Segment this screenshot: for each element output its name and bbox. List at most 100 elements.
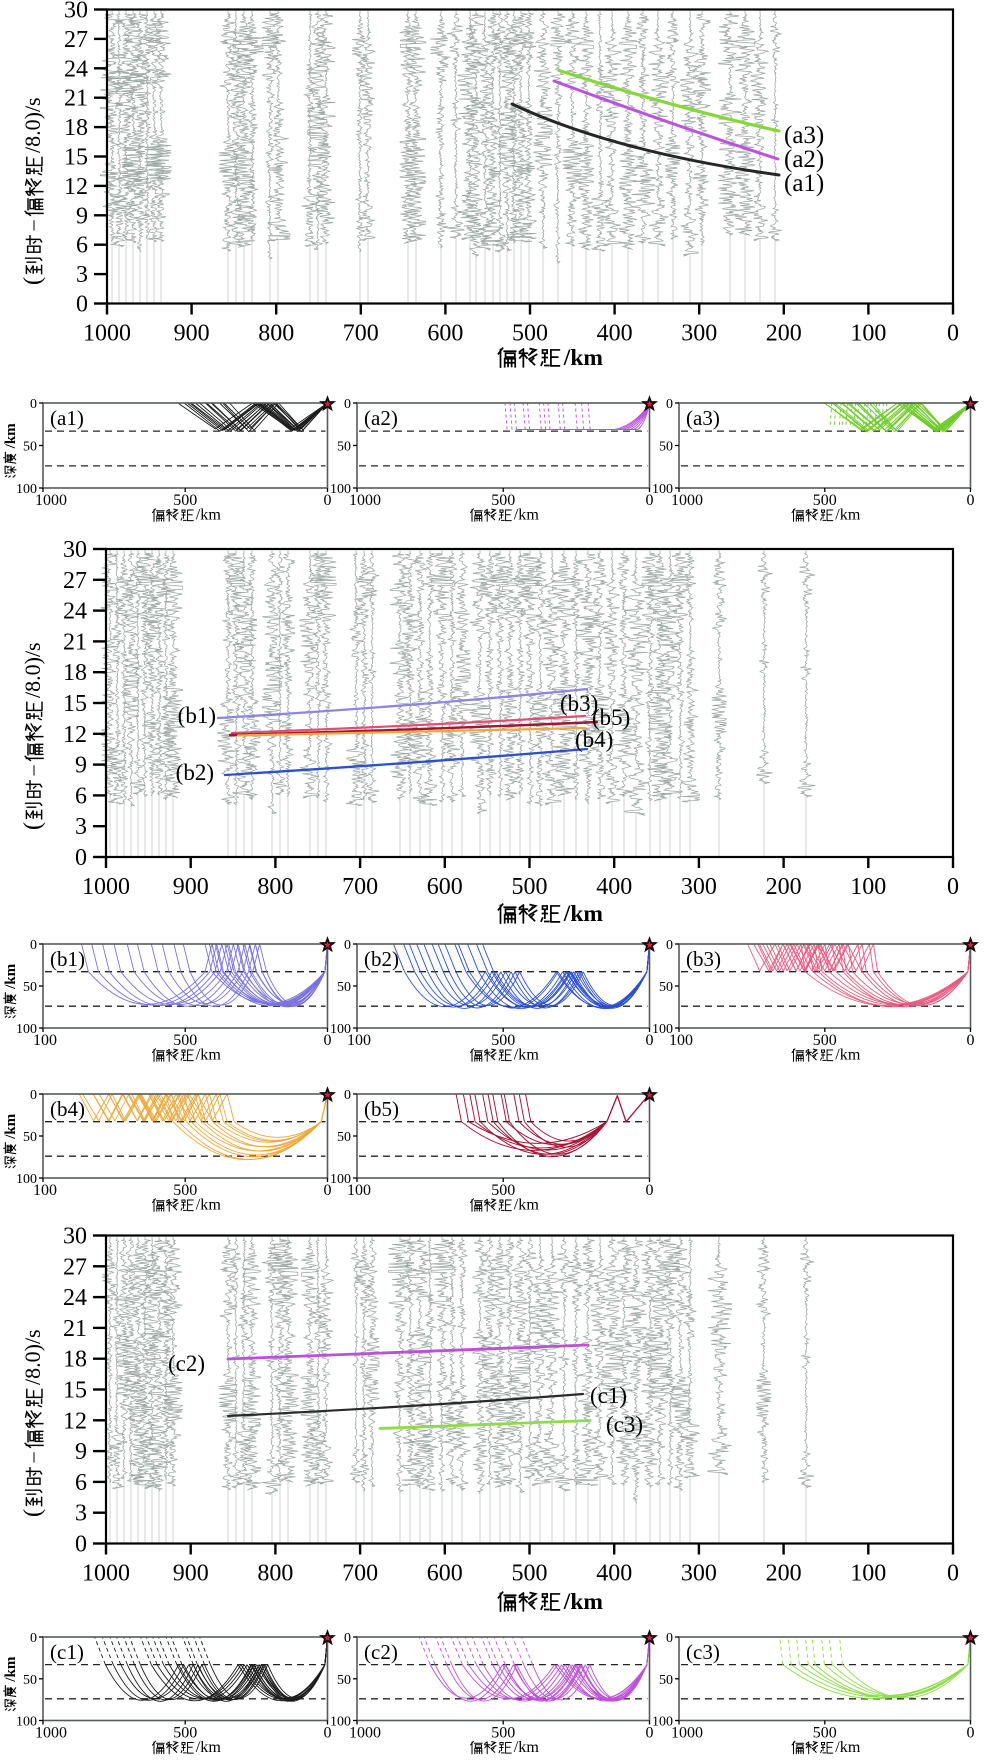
svg-text:0: 0 <box>646 1182 654 1199</box>
svg-text:200: 200 <box>766 321 802 347</box>
svg-text:100: 100 <box>652 482 673 497</box>
svg-text:0: 0 <box>666 938 673 953</box>
svg-text:/km: /km <box>835 1739 861 1756</box>
svg-text:500: 500 <box>813 492 837 509</box>
svg-text:24: 24 <box>64 56 88 82</box>
svg-text:50: 50 <box>337 1130 351 1145</box>
svg-text:500: 500 <box>491 492 515 509</box>
svg-text:1000: 1000 <box>82 1561 130 1587</box>
svg-text:600: 600 <box>427 1561 463 1587</box>
svg-text:6: 6 <box>76 233 88 259</box>
svg-text:0: 0 <box>30 1088 37 1103</box>
svg-text:/km: /km <box>196 507 222 524</box>
svg-text:(b2): (b2) <box>364 947 399 971</box>
svg-text:0: 0 <box>666 1631 673 1646</box>
svg-text:0: 0 <box>947 321 959 347</box>
svg-text:50: 50 <box>659 980 673 995</box>
svg-text:/km: /km <box>196 1739 222 1756</box>
svg-text:3: 3 <box>76 262 88 288</box>
svg-text:21: 21 <box>63 629 87 655</box>
svg-text:100: 100 <box>16 1715 37 1730</box>
svg-text:0: 0 <box>30 1631 37 1646</box>
svg-text:/km: /km <box>196 1197 222 1214</box>
svg-text:/km: /km <box>3 1113 19 1140</box>
svg-text:500: 500 <box>491 1032 515 1049</box>
svg-text:600: 600 <box>427 321 463 347</box>
svg-text:/8.0)/s: /8.0)/s <box>20 97 45 153</box>
svg-text:27: 27 <box>64 27 88 53</box>
svg-text:100: 100 <box>347 1032 371 1049</box>
svg-text:50: 50 <box>337 440 351 455</box>
svg-text:9: 9 <box>75 1439 87 1465</box>
svg-text:(c2): (c2) <box>364 1640 398 1664</box>
svg-text:500: 500 <box>173 1182 197 1199</box>
svg-text:800: 800 <box>258 321 294 347</box>
svg-text:1000: 1000 <box>82 874 130 900</box>
svg-text:100: 100 <box>16 482 37 497</box>
svg-text:0: 0 <box>324 1032 332 1049</box>
svg-text:(b4): (b4) <box>575 727 613 752</box>
svg-text:1000: 1000 <box>83 321 131 347</box>
svg-text:100: 100 <box>330 482 351 497</box>
svg-text:(b5): (b5) <box>364 1097 399 1121</box>
svg-text:(a2): (a2) <box>784 146 824 173</box>
svg-text:50: 50 <box>23 980 37 995</box>
svg-text:100: 100 <box>347 1182 371 1199</box>
svg-text:50: 50 <box>23 1673 37 1688</box>
svg-text:0: 0 <box>324 1725 332 1742</box>
svg-text:15: 15 <box>63 1378 87 1404</box>
svg-text:800: 800 <box>257 1561 293 1587</box>
svg-text:1000: 1000 <box>349 492 381 509</box>
svg-text:/km: /km <box>563 345 604 371</box>
svg-text:0: 0 <box>30 938 37 953</box>
svg-text:0: 0 <box>324 492 332 509</box>
svg-text:(b2): (b2) <box>176 760 214 785</box>
svg-text:500: 500 <box>813 1725 837 1742</box>
svg-text:200: 200 <box>766 1561 802 1587</box>
svg-text:0: 0 <box>646 1725 654 1742</box>
svg-text:100: 100 <box>850 1561 886 1587</box>
svg-text:500: 500 <box>173 492 197 509</box>
svg-text:12: 12 <box>63 722 87 748</box>
svg-text:400: 400 <box>596 874 632 900</box>
svg-text:0: 0 <box>646 492 654 509</box>
svg-text:15: 15 <box>63 691 87 717</box>
svg-text:/km: /km <box>514 1047 540 1064</box>
svg-text:30: 30 <box>64 0 88 24</box>
svg-text:900: 900 <box>174 321 210 347</box>
svg-text:18: 18 <box>63 1347 87 1373</box>
svg-text:700: 700 <box>342 874 378 900</box>
svg-text:6: 6 <box>75 783 87 809</box>
svg-text:27: 27 <box>63 1254 87 1280</box>
svg-text:/8.0)/s: /8.0)/s <box>20 642 45 698</box>
svg-text:9: 9 <box>76 203 88 229</box>
svg-text:100: 100 <box>33 1032 57 1049</box>
svg-text:0: 0 <box>666 397 673 412</box>
svg-text:24: 24 <box>63 1285 87 1311</box>
svg-text:0: 0 <box>324 1182 332 1199</box>
svg-text:500: 500 <box>813 1032 837 1049</box>
svg-text:(c3): (c3) <box>686 1640 720 1664</box>
svg-text:27: 27 <box>63 568 87 594</box>
svg-text:100: 100 <box>330 1172 351 1187</box>
svg-text:600: 600 <box>427 874 463 900</box>
svg-text:900: 900 <box>173 1561 209 1587</box>
svg-text:/km: /km <box>3 963 19 990</box>
svg-text:100: 100 <box>33 1182 57 1199</box>
svg-text:/km: /km <box>3 1656 19 1683</box>
svg-text:100: 100 <box>330 1022 351 1037</box>
svg-text:3: 3 <box>75 814 87 840</box>
svg-text:/km: /km <box>196 1047 222 1064</box>
svg-text:(a3): (a3) <box>784 122 824 149</box>
svg-text:500: 500 <box>173 1725 197 1742</box>
svg-text:(a2): (a2) <box>364 406 398 430</box>
svg-text:(a1): (a1) <box>50 406 84 430</box>
svg-text:0: 0 <box>75 845 87 871</box>
svg-text:0: 0 <box>967 1725 975 1742</box>
svg-text:(c1): (c1) <box>590 1383 627 1408</box>
svg-text:/8.0)/s: /8.0)/s <box>20 1329 45 1385</box>
svg-text:(c1): (c1) <box>50 1640 84 1664</box>
svg-text:700: 700 <box>342 1561 378 1587</box>
svg-text:200: 200 <box>766 874 802 900</box>
svg-text:0: 0 <box>947 874 959 900</box>
